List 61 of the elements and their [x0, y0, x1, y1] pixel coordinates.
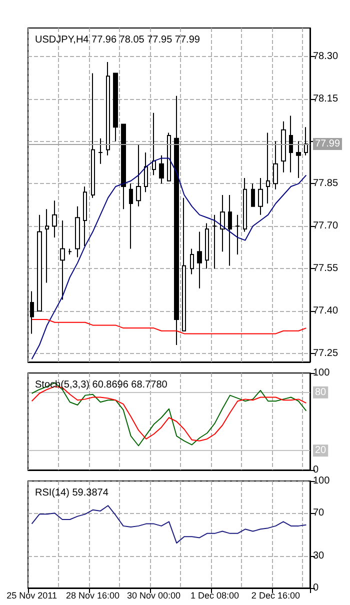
candlestick [228, 194, 232, 266]
ref-line-label: 20 [315, 445, 327, 456]
candlestick [281, 120, 286, 173]
candlestick [52, 200, 57, 238]
text: RSI(14) 59.3874 [35, 488, 109, 498]
candlestick [167, 132, 171, 182]
y-tick-label: 78.15 [313, 93, 338, 104]
candlestick [37, 214, 42, 312]
candlestick [258, 178, 263, 216]
ref-line-label: 80 [315, 386, 327, 398]
candlestick [144, 152, 148, 193]
candlestick [75, 206, 80, 258]
candlestick [235, 214, 240, 255]
candlestick [174, 95, 179, 346]
candlestick [121, 124, 126, 210]
candlestick [266, 132, 270, 204]
candlestick [205, 222, 209, 270]
candlestick [106, 61, 110, 156]
text: USDJPY,H4 77.96 78.05 77.95 77.99 [35, 34, 200, 46]
line-series [31, 505, 307, 544]
y-tick-label: 77.40 [313, 306, 338, 317]
candlestick [91, 72, 95, 198]
x-tick-label: 2 Dec 16:00 [251, 590, 300, 600]
candlestick [152, 112, 156, 176]
candlestick [304, 126, 308, 156]
candlestick [136, 144, 141, 207]
candlestick [190, 248, 194, 275]
candlestick [273, 140, 278, 190]
candlestick [60, 220, 65, 300]
candlestick [289, 115, 293, 173]
candlestick [113, 72, 118, 142]
y-tick-label: 100 [313, 476, 330, 486]
x-tick-label: 30 Nov 00:00 [126, 590, 181, 600]
candlestick [251, 183, 255, 207]
y-tick-label: 77.55 [313, 263, 338, 274]
candlestick [98, 138, 103, 164]
candlestick [129, 183, 133, 250]
x-tick-label: 25 Nov 2011 [6, 590, 57, 600]
candlestick [30, 290, 34, 334]
line-series [31, 158, 307, 360]
line-series [31, 319, 307, 334]
y-tick-label: 100 [313, 368, 330, 378]
candlestick [296, 140, 301, 179]
candlestick [182, 197, 186, 332]
candlestick [212, 214, 217, 270]
candlestick [243, 178, 247, 232]
candlestick [220, 194, 225, 252]
candlestick [68, 248, 72, 255]
y-tick-label: 77.70 [313, 220, 338, 232]
candlestick [45, 208, 49, 284]
y-tick-label: 30 [313, 550, 325, 562]
y-tick-label: 77.85 [313, 178, 338, 190]
y-tick-label: 77.25 [313, 348, 338, 360]
x-tick-label: 28 Nov 16:00 [66, 590, 120, 600]
candlestick [159, 154, 164, 184]
y-tick-label: 70 [313, 508, 325, 519]
candlestick [197, 231, 202, 289]
y-tick-label: 78.30 [313, 50, 338, 62]
ref-line-label: 77.99 [315, 138, 340, 150]
x-tick-label: 1 Dec 08:00 [190, 590, 240, 600]
candlestick [83, 186, 87, 246]
